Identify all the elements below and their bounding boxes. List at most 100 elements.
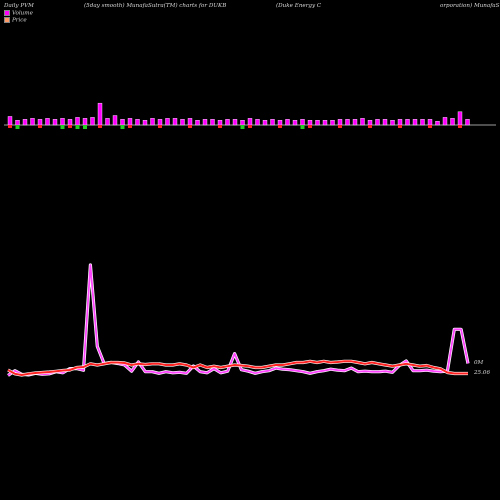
volume-bar: [232, 119, 238, 126]
volume-bar-down: [128, 125, 132, 128]
volume-bar-down: [15, 125, 20, 129]
volume-bar: [435, 120, 440, 126]
volume-bar: [382, 119, 388, 126]
volume-bar: [37, 119, 43, 126]
volume-bar: [165, 118, 170, 126]
volume-bar: [442, 117, 448, 126]
header-right-b: orporation) MunafaS: [440, 3, 500, 9]
volume-bar-down: [240, 125, 245, 129]
legend-price: Price: [4, 17, 27, 24]
legend-volume: Volume: [4, 10, 33, 17]
volume-bar: [315, 120, 320, 126]
volume-bar-down: [458, 125, 462, 128]
volume-bar-down: [75, 125, 80, 129]
volume-bar: [75, 117, 80, 126]
volume-bar: [142, 120, 148, 126]
volume-bar-down: [308, 125, 312, 128]
volume-bar-down: [120, 125, 125, 129]
volume-bar: [307, 120, 313, 126]
price-line: [7, 360, 468, 376]
volume-bar: [202, 119, 208, 126]
volume-bar: [45, 118, 50, 126]
volume-bar: [157, 119, 163, 126]
volume-bar: [450, 118, 455, 126]
legend-volume-swatch: [4, 10, 10, 16]
legend-price-label: Price: [12, 17, 27, 24]
volume-bar-down: [158, 125, 162, 128]
volume-bar: [22, 119, 28, 126]
volume-bar: [360, 118, 365, 126]
volume-bar-down: [218, 125, 222, 128]
volume-bar: [240, 120, 245, 126]
volume-bar: [90, 117, 95, 126]
volume-bar-down: [60, 125, 65, 129]
volume-bar-down: [338, 125, 342, 128]
volume-bar: [112, 115, 118, 126]
volume-bar: [225, 119, 230, 126]
volume-line-glow: [7, 263, 470, 377]
volume-bar: [172, 118, 178, 126]
volume-bar: [457, 111, 463, 126]
volume-bar: [97, 102, 103, 126]
volume-bar-down: [98, 125, 102, 128]
volume-bar: [217, 120, 223, 126]
volume-bar: [322, 120, 328, 126]
volume-bar: [180, 119, 185, 126]
volume-bar: [255, 119, 260, 126]
volume-bar: [30, 118, 35, 126]
volume-bar: [412, 119, 418, 126]
volume-bar: [285, 119, 290, 126]
volume-bar: [82, 118, 88, 126]
volume-bar: [337, 119, 343, 126]
volume-bar: [277, 120, 283, 126]
volume-bar: [15, 120, 20, 126]
volume-bar: [375, 119, 380, 126]
volume-bar: [397, 119, 403, 126]
volume-end-label: 0M: [474, 360, 484, 366]
volume-bar: [105, 118, 110, 126]
volume-bar: [300, 119, 305, 126]
volume-bar: [427, 119, 433, 126]
volume-bar: [7, 116, 13, 126]
volume-bar-down: [428, 125, 432, 128]
volume-bar: [195, 120, 200, 126]
volume-bar: [262, 120, 268, 126]
volume-bar: [292, 120, 298, 126]
volume-bar-down: [8, 125, 12, 128]
volume-bar: [120, 119, 125, 126]
volume-bar: [52, 119, 58, 126]
volume-bar-down: [68, 125, 72, 128]
volume-bar: [420, 119, 425, 126]
volume-bar: [330, 120, 335, 126]
volume-bar-down: [38, 125, 42, 128]
volume-bar: [270, 119, 275, 126]
volume-bar: [345, 119, 350, 126]
volume-bar-down: [83, 125, 87, 129]
volume-line: [7, 264, 469, 377]
volume-bar: [210, 119, 215, 126]
volume-bar: [60, 118, 65, 126]
price-end-label: 25.06: [473, 370, 490, 376]
legend-price-swatch: [4, 17, 10, 23]
header-right-a: (Duke Energy C: [276, 3, 322, 9]
volume-bar-down: [248, 125, 252, 128]
volume-bar-down: [188, 125, 192, 128]
volume-bar-down: [368, 125, 372, 128]
volume-bar-down: [398, 125, 402, 128]
legend-volume-label: Volume: [12, 10, 33, 17]
volume-bar: [127, 118, 133, 126]
volume-bar: [67, 119, 73, 126]
volume-bar-down: [278, 125, 282, 128]
volume-bar: [367, 120, 373, 126]
header-left: Daily PVM: [4, 3, 34, 9]
volume-bar: [465, 119, 470, 126]
volume-bar: [187, 118, 193, 126]
volume-bar: [405, 119, 410, 126]
volume-bar: [390, 120, 395, 126]
volume-bar: [247, 118, 253, 126]
header-center: (5day smooth) MunafaSutra(TM) charts for…: [84, 3, 227, 9]
volume-bar-down: [300, 125, 305, 129]
volume-bar: [150, 118, 155, 126]
